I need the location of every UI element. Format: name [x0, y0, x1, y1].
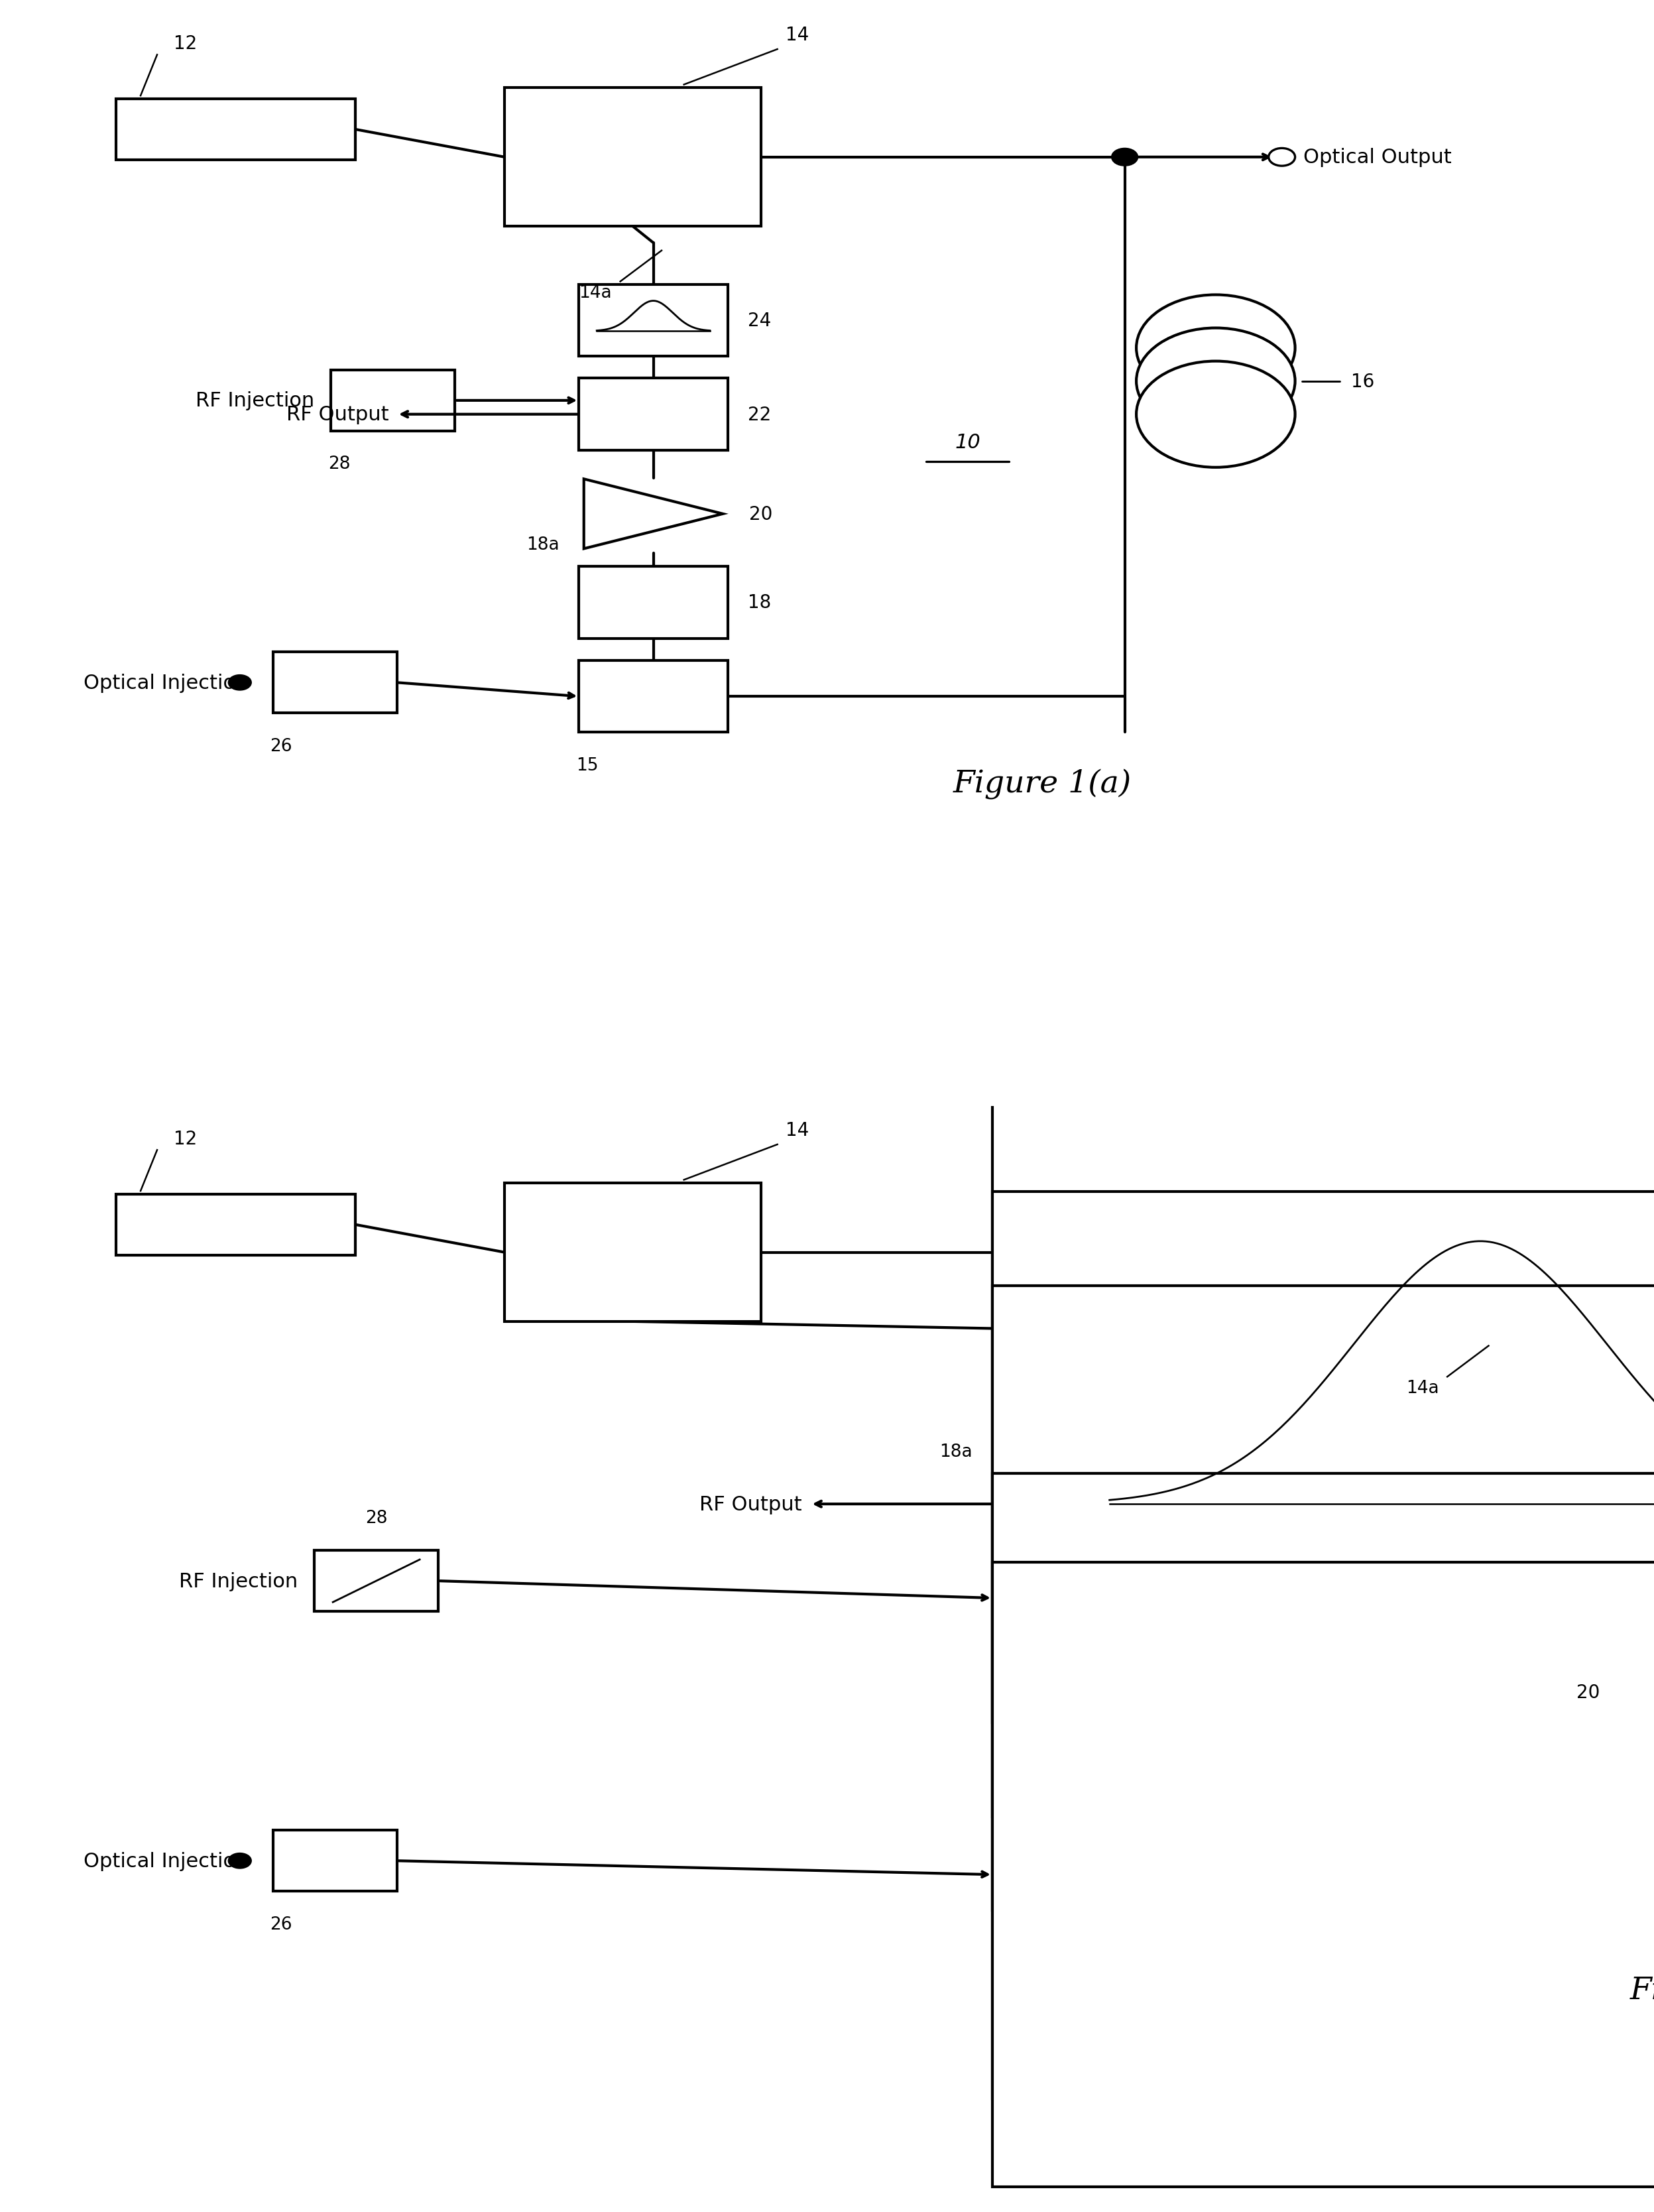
Bar — [579, 285, 728, 356]
Text: RF Injection: RF Injection — [179, 1571, 298, 1590]
Text: 14: 14 — [786, 1121, 809, 1139]
Text: 15: 15 — [576, 757, 599, 774]
Bar — [504, 1183, 761, 1323]
Text: 14a: 14a — [1406, 1380, 1439, 1396]
Text: Optical Output: Optical Output — [1303, 148, 1452, 168]
Bar — [116, 1194, 356, 1256]
Text: 16: 16 — [1351, 372, 1374, 392]
Text: RF Output: RF Output — [286, 405, 389, 425]
Text: 18a: 18a — [526, 535, 559, 553]
Bar — [579, 378, 728, 451]
Bar — [992, 1473, 1654, 2099]
Text: 28: 28 — [366, 1509, 387, 1526]
Text: Figure 1(a): Figure 1(a) — [953, 770, 1131, 799]
Text: RF Output: RF Output — [700, 1495, 802, 1513]
Text: 10: 10 — [954, 434, 981, 451]
Text: 24: 24 — [748, 312, 771, 330]
Text: 12: 12 — [174, 1130, 197, 1148]
Text: RF Injection: RF Injection — [195, 392, 314, 411]
Text: 14: 14 — [786, 27, 809, 44]
Bar — [992, 1097, 1654, 1723]
Text: 26: 26 — [270, 739, 293, 754]
Text: 22: 22 — [748, 405, 771, 425]
Bar — [273, 1832, 397, 1891]
Bar — [579, 661, 728, 732]
Text: 18: 18 — [748, 593, 771, 613]
Circle shape — [1136, 294, 1295, 403]
Bar — [331, 369, 455, 431]
Bar — [992, 1192, 1654, 1816]
Circle shape — [228, 675, 251, 690]
Text: 28: 28 — [327, 456, 351, 473]
Circle shape — [1111, 148, 1138, 166]
Circle shape — [1136, 330, 1295, 436]
Circle shape — [1269, 148, 1295, 166]
Circle shape — [1136, 361, 1295, 469]
Bar — [992, 1562, 1654, 2188]
Bar — [579, 566, 728, 639]
Bar — [992, 1285, 1654, 1911]
Text: 14a: 14a — [579, 283, 612, 301]
Text: Optical Injection: Optical Injection — [83, 1851, 248, 1871]
Polygon shape — [1411, 1657, 1550, 1728]
Polygon shape — [584, 480, 723, 549]
Text: Optical Injection: Optical Injection — [83, 672, 248, 692]
Circle shape — [228, 1854, 251, 1869]
Bar — [504, 88, 761, 228]
Text: 12: 12 — [174, 35, 197, 53]
Bar — [314, 1551, 438, 1610]
Text: 20: 20 — [749, 504, 772, 524]
Text: 18a: 18a — [939, 1442, 973, 1460]
Text: Figure 1(b): Figure 1(b) — [1631, 1973, 1654, 2004]
Bar — [116, 100, 356, 161]
Bar — [273, 653, 397, 712]
Text: 26: 26 — [270, 1916, 293, 1933]
Text: 20: 20 — [1576, 1683, 1599, 1701]
